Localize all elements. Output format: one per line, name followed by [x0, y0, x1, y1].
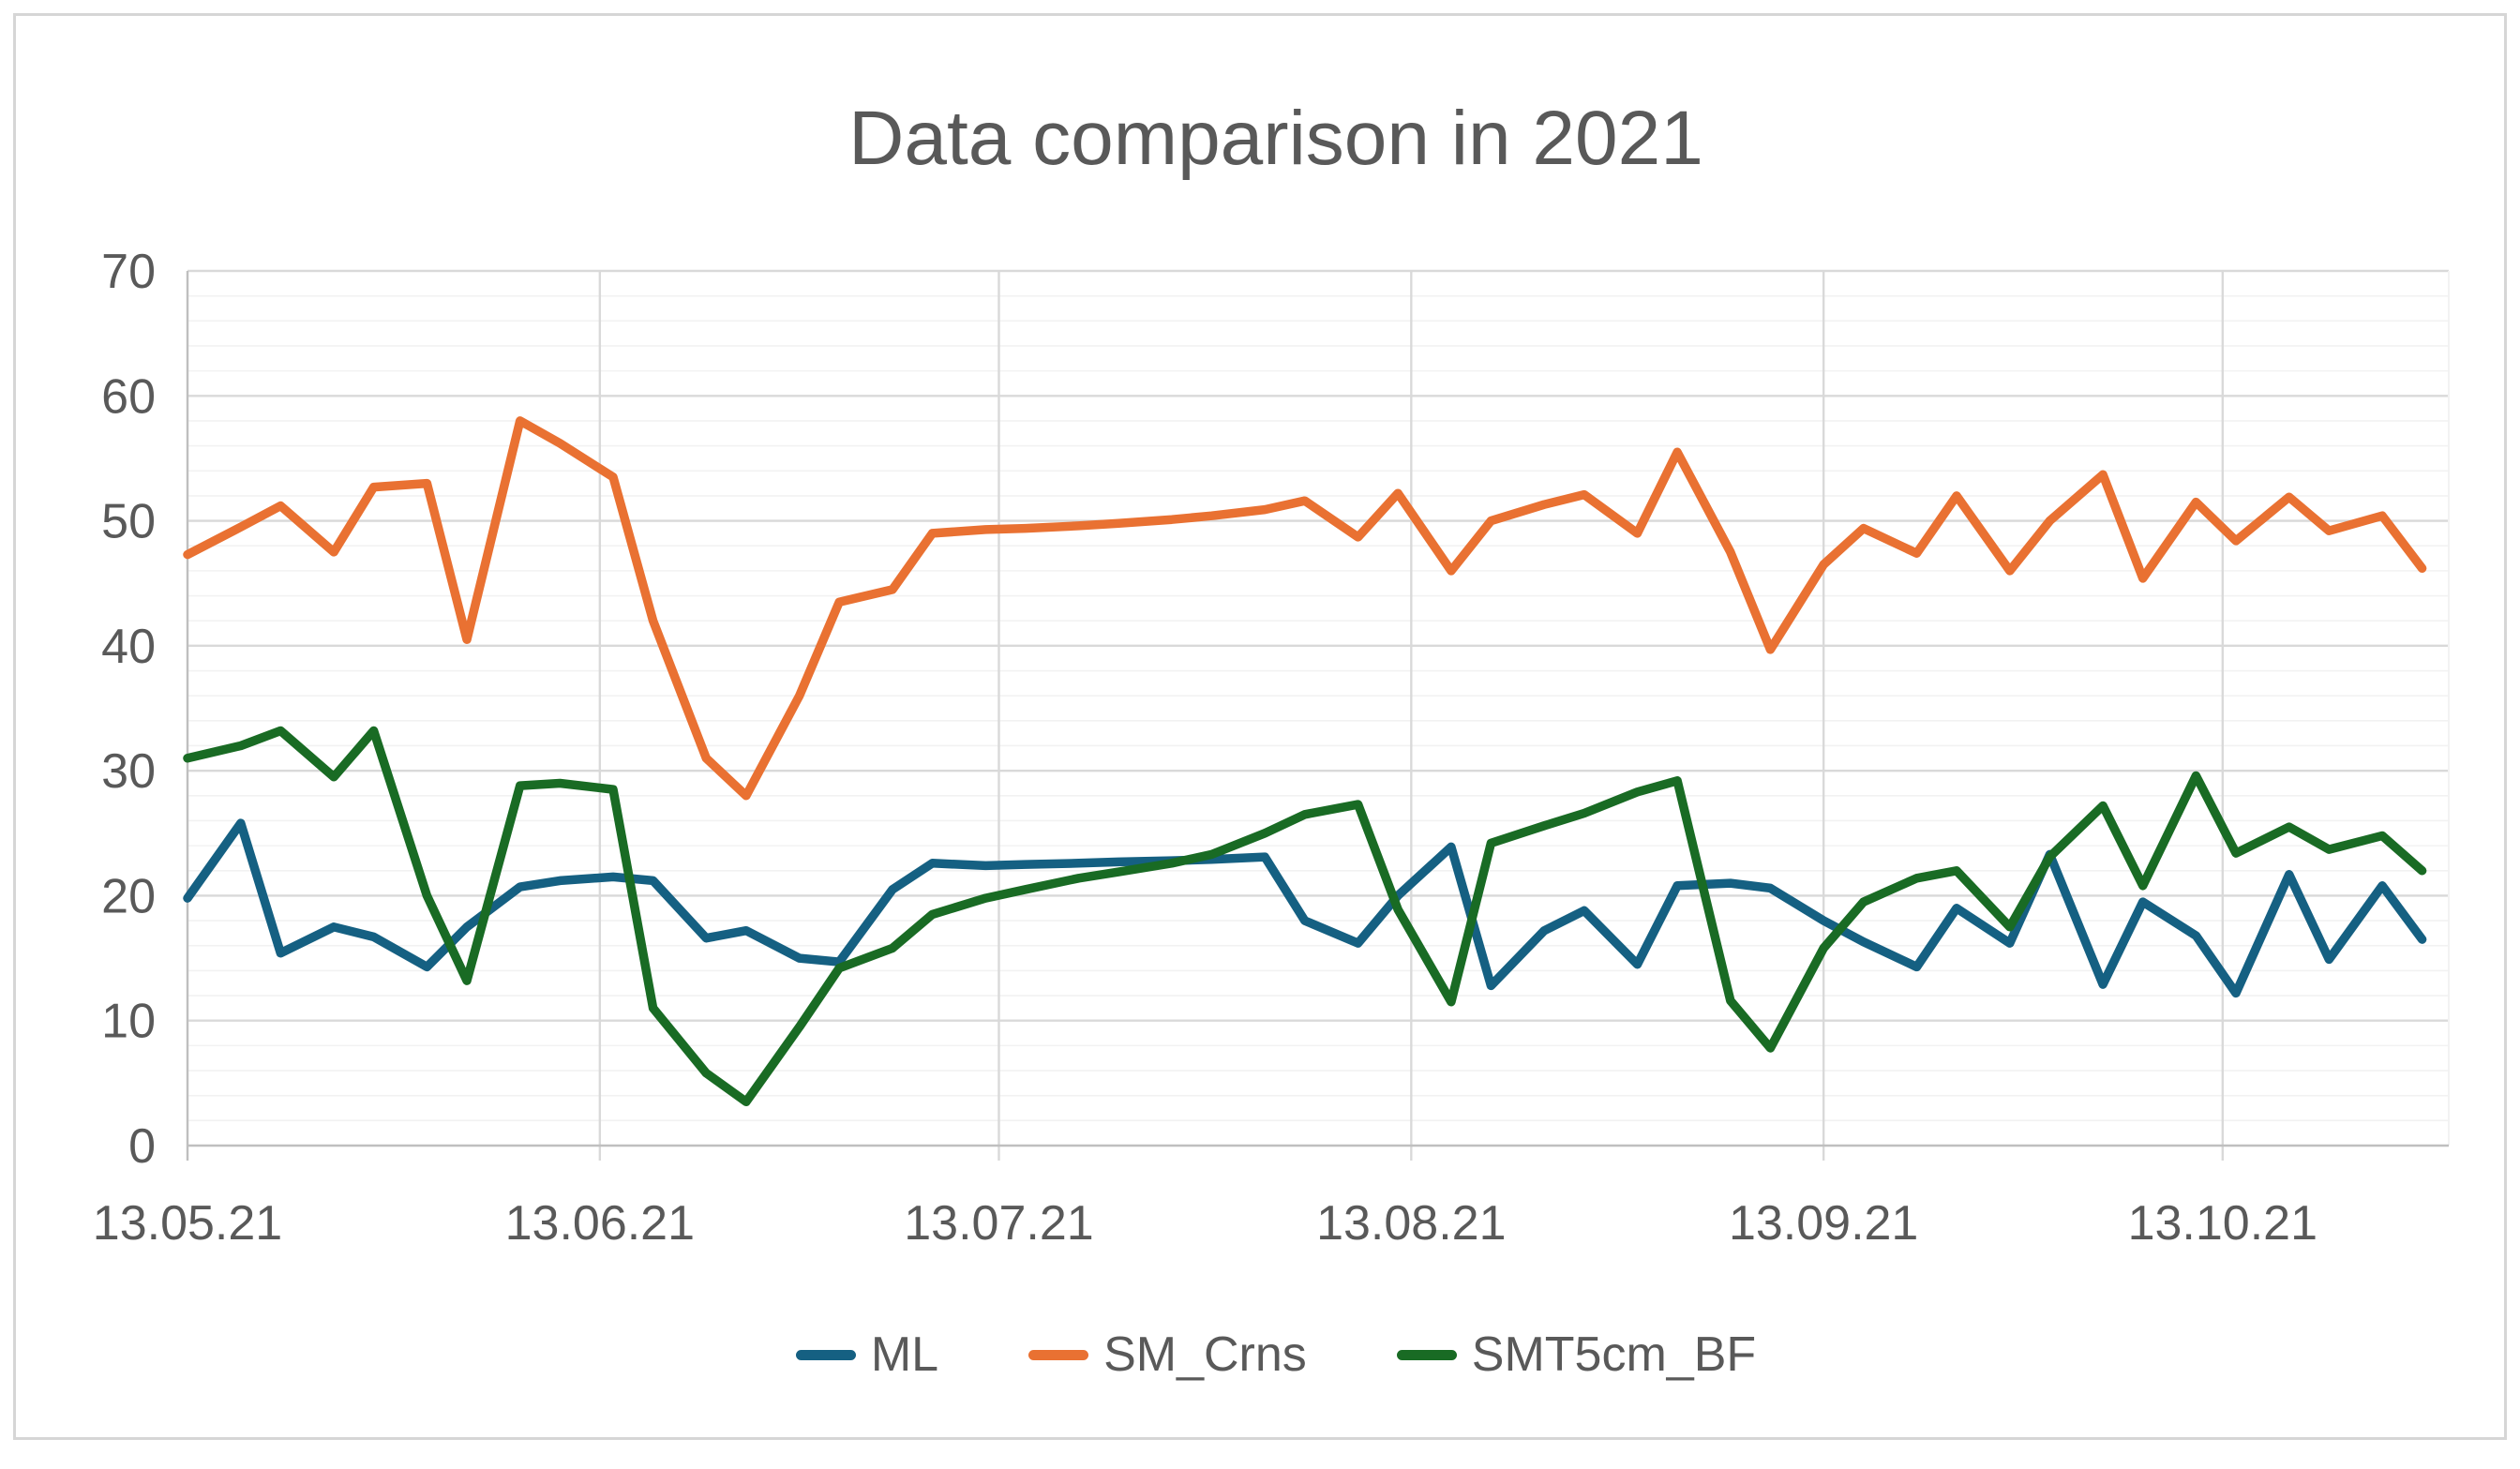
legend-label-smt5cm-bf: SMT5cm_BF: [1471, 1327, 1757, 1382]
legend-label-sm-crns: SM_Crns: [1103, 1327, 1307, 1382]
legend-item-sm-crns: SM_Crns: [1028, 1327, 1307, 1383]
x-tick-label: 13.07.21: [904, 1196, 1093, 1251]
x-tick-label: 13.05.21: [93, 1196, 282, 1251]
y-tick-label: 0: [128, 1119, 156, 1174]
legend-label-ml: ML: [870, 1327, 939, 1382]
chart-title: Data comparison in 2021: [848, 96, 1703, 181]
x-tick-label: 13.08.21: [1316, 1196, 1506, 1251]
x-tick-label: 13.06.21: [505, 1196, 695, 1251]
y-tick-label: 40: [101, 620, 156, 674]
y-tick-label: 70: [101, 245, 156, 299]
y-tick-label: 60: [101, 369, 156, 424]
legend-item-smt5cm-bf: SMT5cm_BF: [1396, 1327, 1757, 1383]
y-tick-label: 20: [101, 869, 156, 923]
y-tick-label: 50: [101, 495, 156, 549]
x-tick-label: 13.10.21: [2128, 1196, 2318, 1251]
legend-swatch-sm-crns-icon: [1028, 1349, 1089, 1360]
chart-frame: Data comparison in 2021 0 10 20 30 40 50 60 70 1…: [13, 13, 2507, 1440]
plot-area: 0 10 20 30 40 50 60 70 13.05.21 13.06.21 13.07.21 1…: [93, 245, 2450, 1251]
legend-swatch-smt5cm-bf-icon: [1396, 1349, 1457, 1360]
legend: ML SM_Crns SMT5cm_BF: [16, 1327, 2520, 1383]
x-tick-label: 13.09.21: [1729, 1196, 1918, 1251]
series-SM_Crns-line: [183, 416, 2427, 801]
series-ML-line: [183, 818, 2427, 998]
legend-swatch-ml-icon: [795, 1349, 856, 1360]
y-tick-label: 30: [101, 744, 156, 799]
y-tick-label: 10: [101, 995, 156, 1049]
series-SMT5cm_BF-line: [183, 726, 2427, 1107]
legend-item-ml: ML: [795, 1327, 939, 1383]
